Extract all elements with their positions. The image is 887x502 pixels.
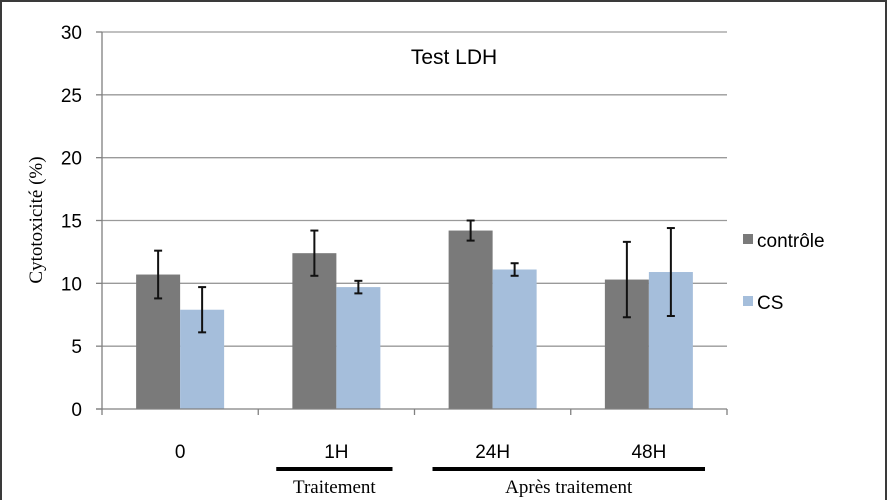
legend-swatch-CS: [743, 296, 753, 306]
y-tick-label: 20: [61, 149, 82, 170]
y-tick-label: 30: [61, 23, 82, 44]
error-bars: [154, 219, 675, 334]
legend-label: contrôle: [757, 231, 825, 252]
y-tick-label: 10: [61, 274, 82, 295]
x-tick-label: 0: [175, 442, 186, 463]
y-tick-label: 0: [71, 400, 82, 421]
legend-label: CS: [757, 293, 783, 314]
y-tick-label: 25: [61, 86, 82, 107]
bar-CS-24H: [492, 269, 537, 409]
legend: contrôle CS: [743, 231, 825, 314]
legend-swatch-contrôle: [743, 234, 753, 244]
x-tick-label: 48H: [631, 442, 666, 463]
chart-title: Test LDH: [411, 46, 497, 69]
group-labels: Traitement Après traitement: [276, 467, 705, 498]
x-tick-label: 1H: [324, 442, 348, 463]
bar-contrôle-1H: [292, 253, 337, 409]
y-tick-label: 15: [61, 212, 82, 233]
x-tick-label: 24H: [475, 442, 510, 463]
group-label: Après traitement: [505, 477, 633, 498]
group-label: Traitement: [293, 477, 376, 498]
bars: [136, 230, 693, 409]
bar-CS-1H: [336, 287, 381, 409]
bar-contrôle-24H: [448, 230, 493, 409]
y-tick-label: 5: [71, 337, 82, 358]
axes: 0 5 10 15 20 25 30 0 1H 24H 48H: [61, 23, 728, 463]
y-axis-label: Cytotoxicité (%): [26, 156, 47, 283]
